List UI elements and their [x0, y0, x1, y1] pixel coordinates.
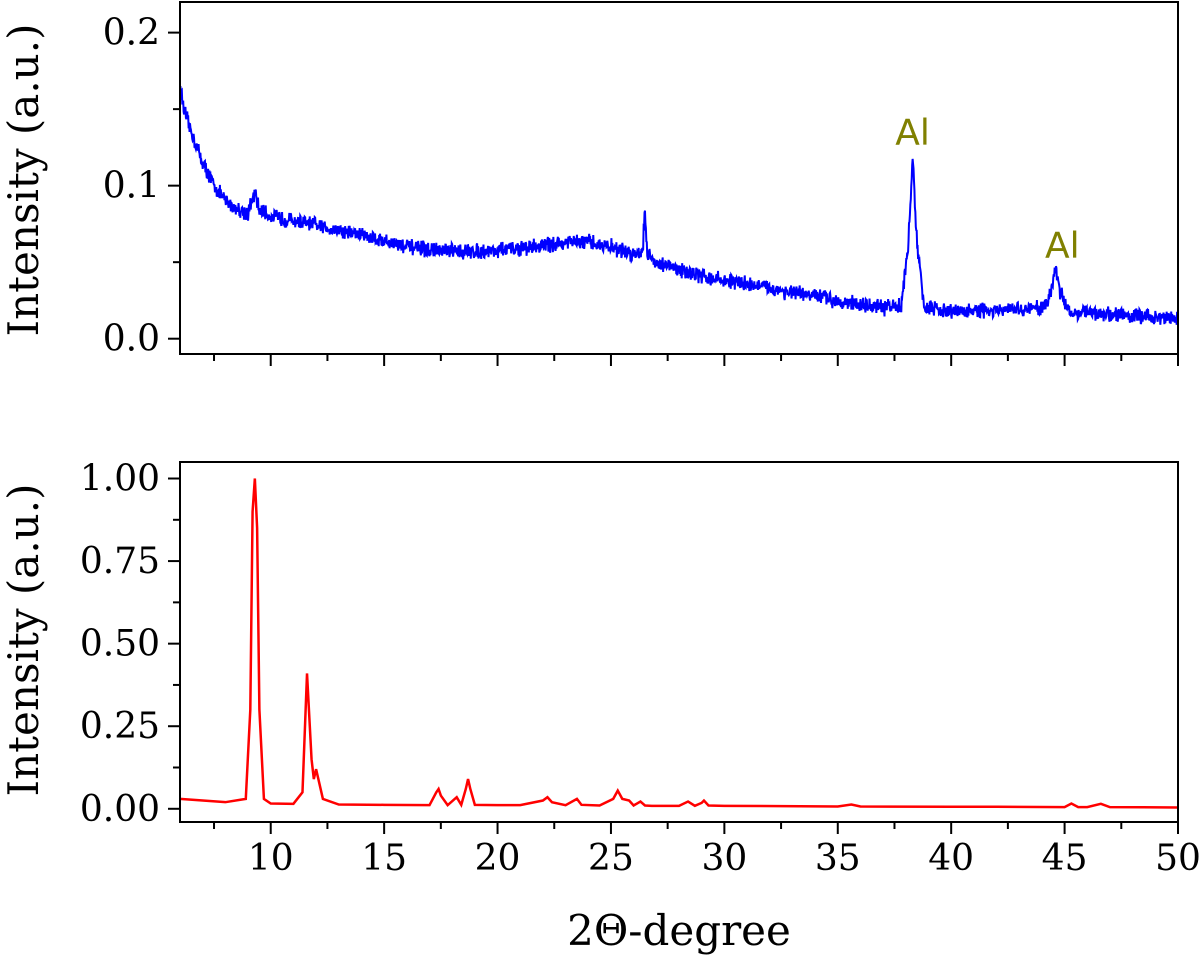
bottom-y-ticks: 0.00 0.25 0.50 0.75 1.00 — [80, 459, 180, 830]
bottom-plot-frame — [179, 461, 1179, 823]
top-xrd-panel: Intensity (a.u.) 0.0 0.1 0.2 Al Al — [0, 1, 1179, 366]
bottom-y-tick-label: 0.25 — [80, 706, 160, 747]
bottom-x-tick-label: 35 — [815, 838, 861, 879]
bottom-pattern-line — [179, 478, 1179, 809]
x-axis-label: 2Θ-degree — [567, 906, 791, 955]
top-y-tick-label: 0.2 — [103, 13, 160, 54]
bottom-x-tick-label: 40 — [928, 838, 974, 879]
bottom-x-tick-label: 15 — [361, 838, 407, 879]
bottom-y-tick-label: 1.00 — [80, 459, 160, 500]
top-x-ticks — [213, 354, 1179, 366]
top-pattern-line — [179, 85, 1179, 325]
top-plot-frame — [179, 1, 1179, 355]
bottom-y-tick-label: 0.50 — [80, 624, 160, 665]
bottom-y-tick-label: 0.00 — [80, 789, 160, 830]
peak-label: Al — [895, 112, 930, 153]
bottom-x-ticks: 10 15 20 25 30 35 40 45 50 — [213, 822, 1200, 879]
top-y-tick-label: 0.0 — [103, 319, 160, 360]
bottom-x-tick-label: 10 — [248, 838, 294, 879]
bottom-x-tick-label: 45 — [1042, 838, 1088, 879]
top-y-axis-label: Intensity (a.u.) — [0, 24, 48, 337]
peak-label: Al — [1045, 226, 1080, 267]
bottom-x-tick-label: 30 — [701, 838, 747, 879]
top-y-ticks: 0.0 0.1 0.2 — [103, 13, 180, 360]
bottom-y-tick-label: 0.75 — [80, 541, 160, 582]
bottom-y-axis-label: Intensity (a.u.) — [0, 484, 48, 797]
top-peak-annotations: Al Al — [895, 112, 1079, 266]
top-y-tick-label: 0.1 — [103, 166, 160, 207]
bottom-x-tick-label: 50 — [1155, 838, 1200, 879]
bottom-xrd-panel: Intensity (a.u.) 0.00 0.25 0.50 0.75 1.00 10… — [0, 459, 1200, 955]
bottom-x-tick-label: 25 — [588, 838, 634, 879]
bottom-x-tick-label: 20 — [475, 838, 521, 879]
